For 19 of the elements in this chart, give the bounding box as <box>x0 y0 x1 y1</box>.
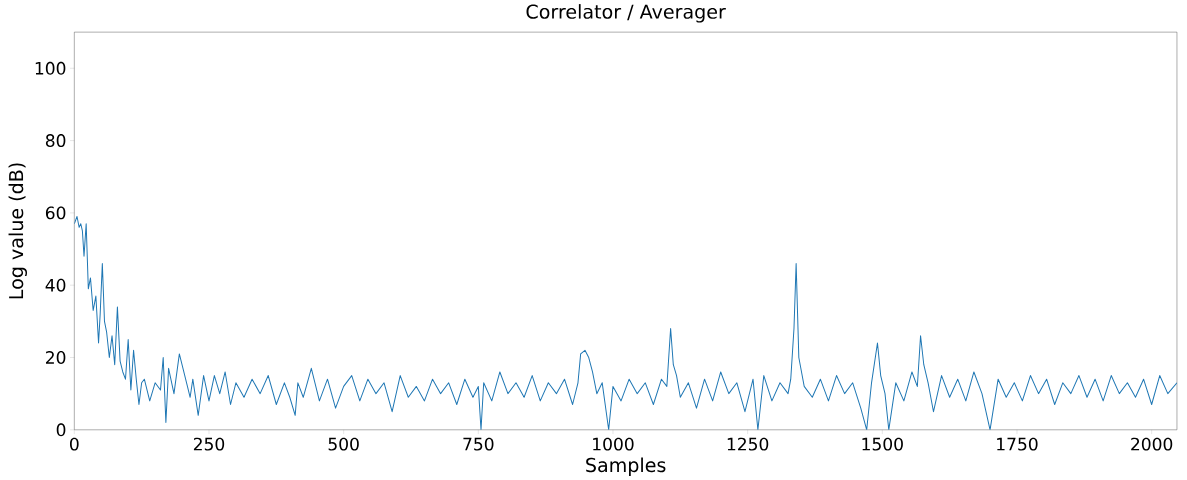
x-tick-label: 1500 <box>862 437 903 451</box>
y-tick-label: 80 <box>45 134 66 148</box>
x-tick-label: 2000 <box>1131 437 1173 451</box>
y-tick-label: 40 <box>45 278 66 292</box>
y-tick-label: 100 <box>35 61 66 75</box>
x-tick-label: 1250 <box>727 437 769 451</box>
x-tick-label: 750 <box>463 437 494 451</box>
x-tick-label: 250 <box>193 437 225 451</box>
y-tick-label: 0 <box>56 423 66 437</box>
x-axis-title: Samples <box>586 457 666 476</box>
chart-title: Correlator / Averager <box>526 4 726 23</box>
y-tick-label: 20 <box>46 351 66 364</box>
x-tick-label: 500 <box>328 437 359 451</box>
line-series <box>74 216 1177 430</box>
y-axis-title: Log value (dB) <box>8 163 27 299</box>
x-tick-label: 1750 <box>997 437 1038 451</box>
x-tick-label: 1000 <box>593 437 634 451</box>
y-tick-label: 60 <box>45 206 66 220</box>
x-tick-label: 0 <box>70 437 79 451</box>
